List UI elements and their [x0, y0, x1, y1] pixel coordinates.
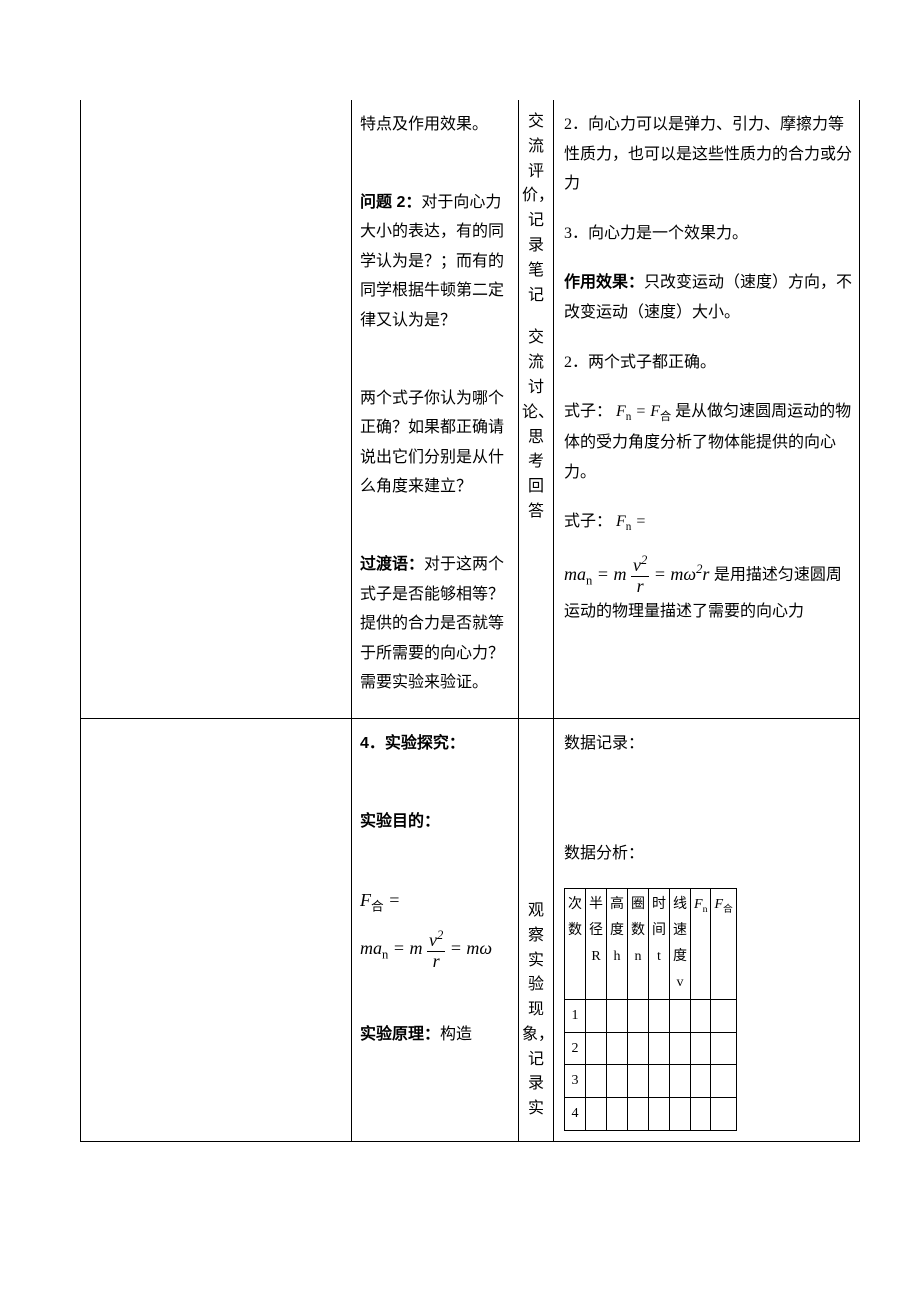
- teach-p3: 两个式子你认为哪个正确？如果都正确请说出它们分别是从什么角度来建立？: [360, 384, 510, 502]
- exp-aim: 实验目的：: [360, 807, 510, 837]
- empty-left-cell-2: [81, 719, 352, 1141]
- empty-left-cell: [81, 100, 352, 718]
- teach-p1: 特点及作用效果。: [360, 110, 510, 140]
- table-header-row: 次数 半径R 高度h 圈数n 时间t 线速度v Fn F合: [565, 889, 737, 1000]
- result-cell: 2．向心力可以是弹力、引力、摩擦力等性质力，也可以是这些性质力的合力或分力 3．…: [554, 100, 859, 718]
- th-time: 时间t: [649, 889, 670, 1000]
- formula-2-label: 式子： Fn =: [564, 507, 855, 538]
- th-fhe: F合: [711, 889, 736, 1000]
- exp-heading: 4．实验探究：: [360, 729, 510, 759]
- lesson-row-1: 特点及作用效果。 问题 2：对于向心力大小的表达，有的同学认为是？；而有的同学根…: [80, 100, 860, 719]
- table-row: 4: [565, 1098, 737, 1131]
- teacher-activity-cell-2: 4．实验探究： 实验目的： F合 = man = m v2r = mω 实验原理…: [352, 719, 519, 1141]
- trans-label: 过渡语：: [360, 556, 424, 573]
- th-fn: Fn: [691, 889, 711, 1000]
- th-count: 次数: [565, 889, 586, 1000]
- exp-formula-1: F合 =: [360, 884, 510, 919]
- q2-label: 问题 2：: [360, 194, 421, 211]
- princ-text: 构造: [440, 1026, 472, 1043]
- data-analysis-label: 数据分析：: [564, 839, 855, 869]
- data-record-label: 数据记录：: [564, 729, 855, 759]
- trans-text: 对于这两个式子是否能够相等？提供的合力是否就等于所需要的向心力？需要实验来验证。: [360, 556, 504, 691]
- th-height: 高度h: [607, 889, 628, 1000]
- act-block-2: 交流讨论、思考回答: [522, 326, 550, 524]
- lesson-row-2: 4．实验探究： 实验目的： F合 = man = m v2r = mω 实验原理…: [80, 719, 860, 1142]
- f1-label: 式子：: [564, 403, 612, 420]
- effect-label: 作用效果：: [564, 274, 644, 291]
- teach-transition: 过渡语：对于这两个式子是否能够相等？提供的合力是否就等于所需要的向心力？需要实验…: [360, 550, 510, 698]
- q2-text: 对于向心力大小的表达，有的同学认为是？；而有的同学根据牛顿第二定律又认为是？: [360, 194, 504, 329]
- result-effect: 作用效果：只改变运动（速度）方向，不改变运动（速度）大小。: [564, 268, 855, 327]
- exp-principle: 实验原理：构造: [360, 1020, 510, 1050]
- f2-label: 式子：: [564, 513, 612, 530]
- student-activity-cell: 交流评价，记录笔记 交流讨论、思考回答: [519, 100, 554, 718]
- th-radius: 半径R: [586, 889, 607, 1000]
- exp-formula-2: man = m v2r = mω: [360, 929, 510, 972]
- result-p2: 2．向心力可以是弹力、引力、摩擦力等性质力，也可以是这些性质力的合力或分力: [564, 110, 855, 199]
- student-activity-cell-2: 观察实验现象，记录实: [519, 719, 554, 1141]
- data-table: 次数 半径R 高度h 圈数n 时间t 线速度v Fn F合 1 2 3 4: [564, 888, 737, 1131]
- th-speed: 线速度v: [670, 889, 691, 1000]
- table-row: 2: [565, 1032, 737, 1065]
- act-block-1: 交流评价，记录笔记: [522, 110, 550, 308]
- formula-2-body: man = m v2r = mω2r 是用描述匀速圆周运动的物理量描述了需要的向…: [564, 554, 855, 626]
- formula-ma: man = m v2r = mω2r: [564, 564, 714, 584]
- teacher-activity-cell: 特点及作用效果。 问题 2：对于向心力大小的表达，有的同学认为是？；而有的同学根…: [352, 100, 519, 718]
- formula-fn: Fn =: [616, 513, 646, 530]
- th-loops: 圈数n: [628, 889, 649, 1000]
- table-row: 1: [565, 999, 737, 1032]
- result-p3: 3．向心力是一个效果力。: [564, 219, 855, 249]
- table-row: 3: [565, 1065, 737, 1098]
- result-p4: 2．两个式子都正确。: [564, 348, 855, 378]
- formula-f-eq: Fn = F合: [616, 403, 671, 420]
- teach-q2: 问题 2：对于向心力大小的表达，有的同学认为是？；而有的同学根据牛顿第二定律又认…: [360, 188, 510, 336]
- document-page: 特点及作用效果。 问题 2：对于向心力大小的表达，有的同学认为是？；而有的同学根…: [0, 0, 920, 1142]
- formula-1-block: 式子： Fn = F合 是从做匀速圆周运动的物体的受力角度分析了物体能提供的向心…: [564, 397, 855, 487]
- result-cell-2: 数据记录： 数据分析： 次数 半径R 高度h 圈数n 时间t 线速度v Fn F…: [554, 719, 859, 1141]
- princ-label: 实验原理：: [360, 1026, 440, 1043]
- act-block-3: 观察实验现象，记录实: [522, 899, 550, 1122]
